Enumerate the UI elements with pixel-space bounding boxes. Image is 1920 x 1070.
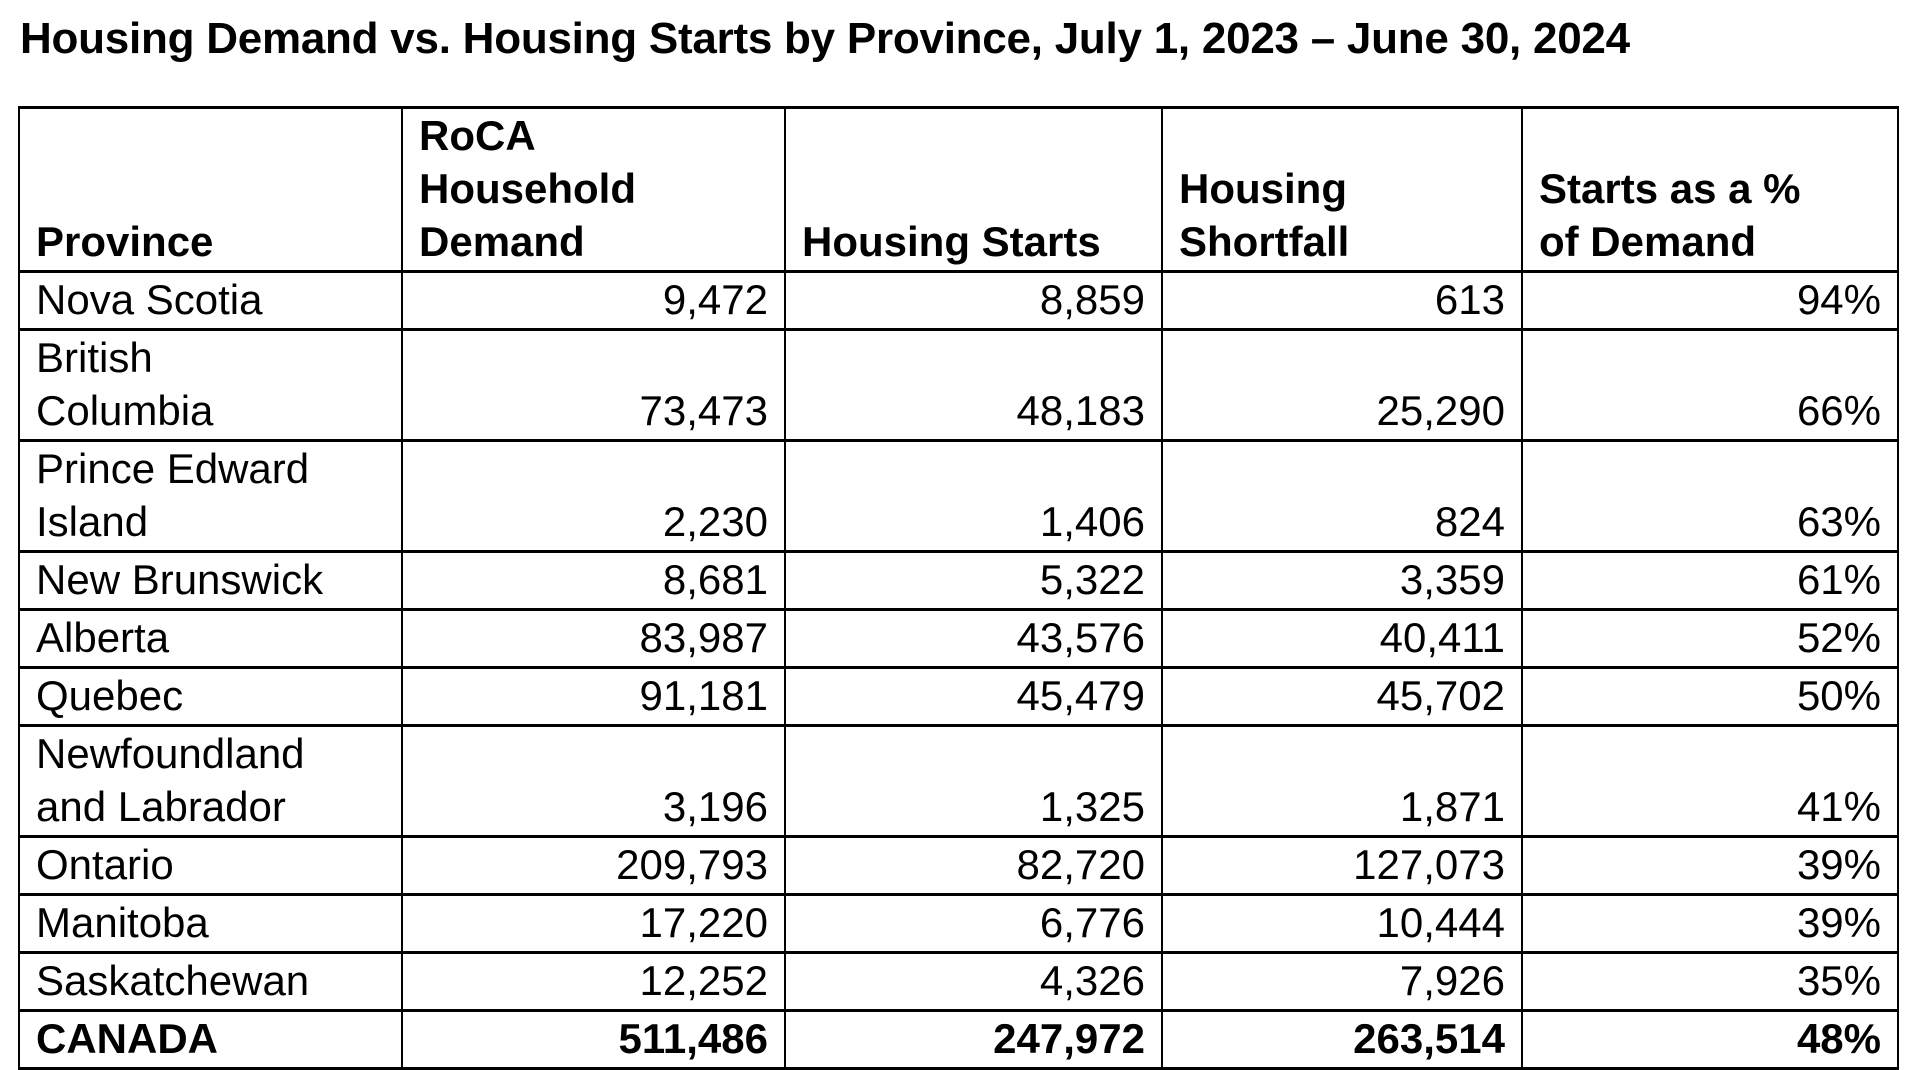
starts-cell: 247,972 [784,1009,1163,1070]
starts-cell: 1,325 [784,724,1163,838]
table-row-prince-edward-island: Prince Edward Island 2,230 1,406 824 63% [18,439,1899,553]
starts-cell: 82,720 [784,835,1163,896]
shortfall-cell: 613 [1161,270,1523,331]
column-header-percent: Starts as a % of Demand [1521,106,1899,273]
table-row-british-columbia: British Columbia 73,473 48,183 25,290 66… [18,328,1899,442]
shortfall-cell: 45,702 [1161,666,1523,727]
province-cell: British Columbia [18,328,403,442]
starts-cell: 4,326 [784,951,1163,1012]
province-cell: CANADA [18,1009,403,1070]
page-title: Housing Demand vs. Housing Starts by Pro… [20,14,1630,63]
starts-cell: 6,776 [784,893,1163,954]
province-cell: Manitoba [18,893,403,954]
percent-cell: 63% [1521,439,1899,553]
province-cell: New Brunswick [18,550,403,611]
table-row-manitoba: Manitoba 17,220 6,776 10,444 39% [18,893,1899,954]
starts-cell: 5,322 [784,550,1163,611]
shortfall-cell: 25,290 [1161,328,1523,442]
demand-cell: 2,230 [401,439,786,553]
shortfall-cell: 3,359 [1161,550,1523,611]
shortfall-cell: 7,926 [1161,951,1523,1012]
percent-cell: 39% [1521,835,1899,896]
percent-cell: 94% [1521,270,1899,331]
percent-cell: 35% [1521,951,1899,1012]
percent-cell: 50% [1521,666,1899,727]
column-header-starts: Housing Starts [784,106,1163,273]
column-header-demand: RoCA Household Demand [401,106,786,273]
percent-cell: 52% [1521,608,1899,669]
table-header-row: Province RoCA Household Demand Housing S… [18,106,1899,273]
demand-cell: 209,793 [401,835,786,896]
province-cell: Nova Scotia [18,270,403,331]
demand-cell: 17,220 [401,893,786,954]
starts-cell: 48,183 [784,328,1163,442]
percent-cell: 61% [1521,550,1899,611]
housing-demand-table: Province RoCA Household Demand Housing S… [18,106,1899,1070]
table-row-ontario: Ontario 209,793 82,720 127,073 39% [18,835,1899,896]
table-row-newfoundland-and-labrador: Newfoundland and Labrador 3,196 1,325 1,… [18,724,1899,838]
demand-cell: 8,681 [401,550,786,611]
province-cell: Saskatchewan [18,951,403,1012]
table-row-alberta: Alberta 83,987 43,576 40,411 52% [18,608,1899,669]
table-row-nova-scotia: Nova Scotia 9,472 8,859 613 94% [18,270,1899,331]
shortfall-cell: 1,871 [1161,724,1523,838]
starts-cell: 43,576 [784,608,1163,669]
table-row-canada-total: CANADA 511,486 247,972 263,514 48% [18,1009,1899,1070]
percent-cell: 39% [1521,893,1899,954]
demand-cell: 91,181 [401,666,786,727]
province-cell: Alberta [18,608,403,669]
percent-cell: 41% [1521,724,1899,838]
starts-cell: 45,479 [784,666,1163,727]
shortfall-cell: 824 [1161,439,1523,553]
table-row-saskatchewan: Saskatchewan 12,252 4,326 7,926 35% [18,951,1899,1012]
percent-cell: 48% [1521,1009,1899,1070]
shortfall-cell: 10,444 [1161,893,1523,954]
demand-cell: 83,987 [401,608,786,669]
column-header-shortfall: Housing Shortfall [1161,106,1523,273]
province-cell: Quebec [18,666,403,727]
shortfall-cell: 263,514 [1161,1009,1523,1070]
demand-cell: 73,473 [401,328,786,442]
province-cell: Newfoundland and Labrador [18,724,403,838]
column-header-province: Province [18,106,403,273]
table-row-new-brunswick: New Brunswick 8,681 5,322 3,359 61% [18,550,1899,611]
demand-cell: 3,196 [401,724,786,838]
shortfall-cell: 127,073 [1161,835,1523,896]
province-cell: Prince Edward Island [18,439,403,553]
province-cell: Ontario [18,835,403,896]
table-row-quebec: Quebec 91,181 45,479 45,702 50% [18,666,1899,727]
shortfall-cell: 40,411 [1161,608,1523,669]
demand-cell: 9,472 [401,270,786,331]
starts-cell: 1,406 [784,439,1163,553]
starts-cell: 8,859 [784,270,1163,331]
demand-cell: 511,486 [401,1009,786,1070]
demand-cell: 12,252 [401,951,786,1012]
percent-cell: 66% [1521,328,1899,442]
